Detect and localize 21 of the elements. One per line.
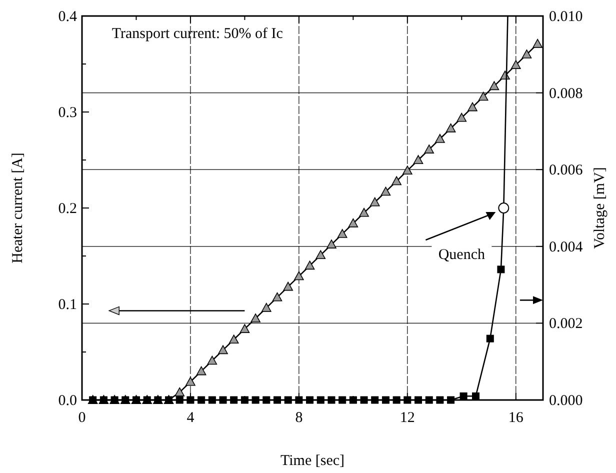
y2-tick-label: 0.006 (549, 162, 584, 179)
y-tick-label: 0.1 (58, 297, 77, 313)
x-axis-title: Time [sec] (280, 453, 345, 469)
y2-tick-label: 0.008 (549, 86, 583, 102)
y-tick-label: 0.0 (58, 393, 77, 409)
annotation: Transport current: 50% of Ic (112, 26, 284, 42)
y-tick-label: 0.3 (58, 105, 77, 121)
annotation: Quench (438, 247, 486, 263)
y-tick-label: 0.2 (58, 201, 77, 217)
x-tick-label: 0 (78, 410, 86, 426)
y-tick-label: 0.4 (58, 9, 78, 25)
x-tick-label: 8 (295, 410, 303, 426)
x-tick-label: 16 (508, 410, 524, 426)
y-axis-title: Heater current [A] (10, 152, 26, 264)
x-tick-label: 12 (400, 410, 415, 426)
y2-tick-label: 0.004 (549, 239, 584, 256)
x-tick-label: 4 (186, 410, 195, 426)
y2-tick-label: 0.000 (549, 393, 583, 409)
y2-axis-title: Voltage [mV] (592, 167, 608, 249)
y2-tick-label: 0.010 (549, 9, 583, 25)
y2-tick-label: 0.002 (549, 316, 583, 332)
